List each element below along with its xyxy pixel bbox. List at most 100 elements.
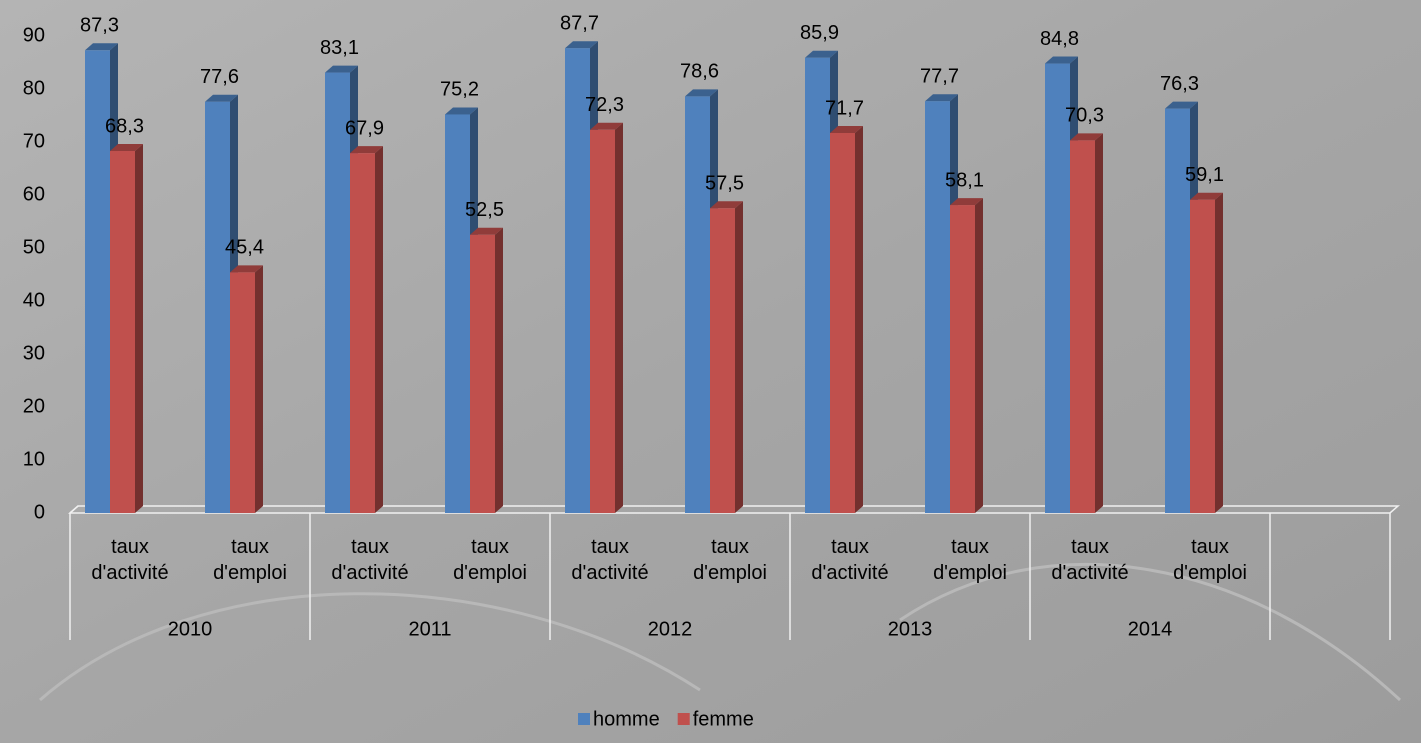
- bar-front: [805, 57, 830, 513]
- y-tick-label: 40: [23, 289, 45, 311]
- bar-front: [710, 208, 735, 513]
- bar-front: [205, 101, 230, 513]
- data-label: 83,1: [320, 37, 359, 59]
- data-label: 57,5: [705, 173, 744, 195]
- bar-top: [925, 94, 958, 102]
- x-tick-label: taux d'activité: [1051, 536, 1128, 584]
- data-label: 76,3: [1160, 73, 1199, 95]
- data-label: 59,1: [1185, 164, 1224, 186]
- data-label: 68,3: [105, 115, 144, 137]
- bar-top: [950, 198, 983, 206]
- data-label: 85,9: [800, 22, 839, 44]
- bar-top: [1190, 192, 1223, 200]
- bar-top: [1045, 56, 1078, 64]
- x-tick-label: taux d'emploi: [213, 536, 287, 584]
- x-tick-label: taux d'activité: [571, 536, 648, 584]
- x-tick-label: taux d'emploi: [1173, 536, 1247, 584]
- bar-front: [470, 234, 495, 513]
- bar: [830, 125, 863, 514]
- data-label: 87,3: [80, 15, 119, 37]
- bar-top: [685, 89, 718, 97]
- y-tick-label: 80: [23, 77, 45, 99]
- data-label: 45,4: [225, 237, 264, 259]
- bar-top: [110, 144, 143, 152]
- bar-front: [1045, 63, 1070, 514]
- bar-front: [445, 114, 470, 513]
- x-tick-label: taux d'activité: [91, 536, 168, 584]
- group-label: 2010: [168, 618, 213, 640]
- bar-side: [735, 201, 743, 513]
- bar-front: [350, 153, 375, 513]
- data-label: 77,6: [200, 66, 239, 88]
- y-tick-label: 20: [23, 395, 45, 417]
- bar-top: [565, 41, 598, 49]
- y-tick-label: 10: [23, 448, 45, 470]
- bar-top: [205, 94, 238, 102]
- bar-front: [565, 48, 590, 513]
- legend-label: femme: [693, 708, 754, 730]
- x-tick-label: taux d'activité: [331, 536, 408, 584]
- bar-top: [350, 146, 383, 154]
- data-label: 71,7: [825, 97, 864, 119]
- bar-front: [950, 205, 975, 513]
- data-label: 52,5: [465, 199, 504, 221]
- bar-top: [590, 122, 623, 130]
- bar: [110, 144, 143, 513]
- bar-top: [445, 107, 478, 115]
- bar-side: [855, 125, 863, 514]
- bar: [350, 146, 383, 513]
- bar-front: [230, 272, 255, 513]
- y-tick-label: 60: [23, 183, 45, 205]
- x-tick-label: taux d'emploi: [453, 536, 527, 584]
- bar: [950, 198, 983, 513]
- data-label: 67,9: [345, 117, 384, 139]
- bar-side: [135, 144, 143, 513]
- bar-top: [805, 50, 838, 58]
- x-tick-label: taux d'emploi: [693, 536, 767, 584]
- group-label: 2012: [648, 618, 693, 640]
- bar-top: [470, 227, 503, 235]
- bar-front: [1070, 140, 1095, 513]
- group-label: 2011: [408, 618, 451, 640]
- bar: [1190, 192, 1223, 513]
- bar-top: [710, 201, 743, 209]
- bar-side: [255, 265, 263, 513]
- bar-top: [325, 65, 358, 73]
- bar-side: [975, 198, 983, 513]
- data-label: 75,2: [440, 79, 479, 101]
- data-label: 58,1: [945, 169, 984, 191]
- bar: [230, 265, 263, 513]
- data-label: 70,3: [1065, 105, 1104, 127]
- bar-front: [1190, 199, 1215, 513]
- bar-front: [685, 96, 710, 514]
- y-tick-label: 30: [23, 342, 45, 364]
- background-swirl: [39, 563, 1402, 702]
- data-label: 72,3: [585, 94, 624, 116]
- data-label: 87,7: [560, 12, 599, 34]
- y-axis: [69, 505, 79, 514]
- bar: [710, 201, 743, 513]
- legend-swatch: [677, 713, 690, 725]
- legend-label: homme: [593, 708, 660, 730]
- bar-top: [830, 125, 863, 133]
- bar: [470, 227, 503, 513]
- bar: [445, 107, 478, 513]
- bar: [1070, 133, 1103, 513]
- data-label: 84,8: [1040, 28, 1079, 50]
- bar-top: [230, 265, 263, 273]
- bar-side: [615, 122, 623, 513]
- y-tick-label: 50: [23, 236, 45, 258]
- bar-front: [925, 101, 950, 513]
- bar-side: [1095, 133, 1103, 513]
- bar-top: [85, 43, 118, 51]
- bar-top: [1165, 101, 1198, 109]
- data-label: 78,6: [680, 61, 719, 83]
- group-label: 2014: [1128, 618, 1173, 640]
- bar-side: [1215, 192, 1223, 513]
- y-tick-label: 0: [34, 501, 45, 523]
- bar-front: [85, 50, 110, 514]
- bar-front: [1165, 108, 1190, 514]
- group-label: 2013: [888, 618, 933, 640]
- bar-front: [830, 132, 855, 514]
